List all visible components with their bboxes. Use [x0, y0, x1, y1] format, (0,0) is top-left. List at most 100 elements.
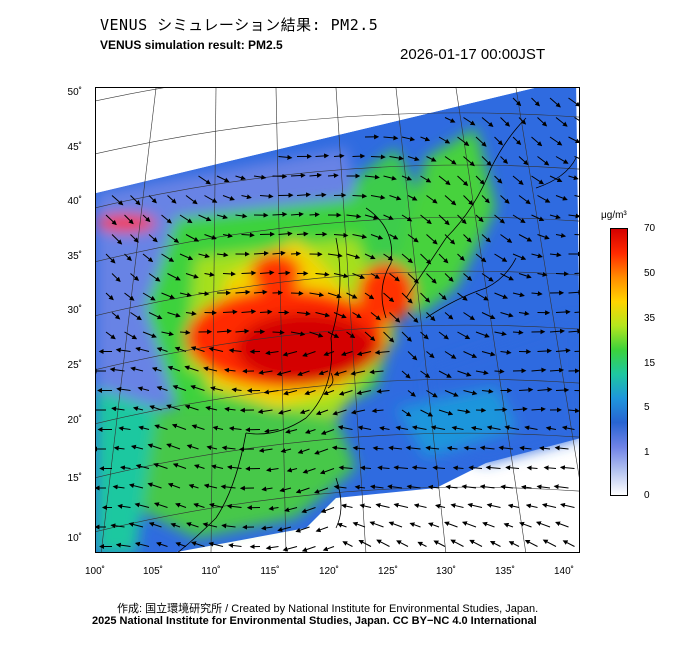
wind-arrow: [370, 484, 384, 490]
wind-arrow: [407, 195, 418, 201]
wind-arrow: [519, 445, 532, 451]
wind-arrow: [185, 195, 198, 205]
wind-arrow: [457, 136, 470, 147]
wind-arrow: [279, 487, 292, 493]
wind-arrow: [277, 526, 292, 532]
wind-arrow: [555, 348, 571, 354]
wind-arrow: [537, 271, 548, 277]
wind-arrow: [135, 346, 150, 352]
wind-arrow: [134, 502, 150, 508]
wind-arrow: [142, 292, 156, 301]
wind-arrow: [531, 406, 546, 412]
wind-arrow: [475, 331, 490, 338]
wind-arrow: [519, 521, 532, 528]
wind-arrow: [475, 253, 487, 263]
colorbar-tick-70: 70: [644, 223, 656, 234]
wind-arrow: [241, 270, 257, 276]
wind-arrow: [352, 273, 366, 279]
wind-arrow: [426, 156, 437, 162]
wind-arrow: [401, 292, 413, 304]
wind-arrow: [358, 540, 372, 547]
wind-arrow: [299, 409, 310, 415]
wind-arrow: [463, 117, 476, 126]
wind-arrow: [360, 465, 372, 471]
wind-arrow: [450, 503, 464, 509]
wind-arrow: [518, 273, 532, 279]
wind-arrow: [128, 522, 144, 528]
wind-arrow: [407, 351, 418, 361]
wind-arrow: [278, 154, 293, 160]
wind-arrow: [220, 484, 236, 490]
wind-arrow: [512, 175, 524, 185]
wind-arrow: [115, 347, 131, 353]
wind-arrow: [156, 347, 168, 352]
wind-arrow: [555, 309, 571, 315]
wind-arrow: [179, 329, 191, 335]
title-japanese: VENUS シミュレーション結果: PM2.5: [100, 16, 379, 34]
wind-arrow: [304, 390, 316, 396]
wind-arrow: [531, 214, 545, 222]
wind-arrow: [457, 408, 471, 414]
wind-arrow: [109, 367, 125, 373]
wind-arrow: [401, 409, 412, 417]
wind-arrow: [485, 465, 501, 471]
wind-arrow: [518, 234, 533, 242]
wind-arrow: [561, 425, 575, 431]
wind-arrow: [142, 253, 154, 263]
wind-arrow: [512, 136, 522, 145]
wind-arrow: [172, 463, 187, 469]
wind-arrow: [111, 406, 125, 412]
wind-arrow: [377, 465, 390, 471]
wind-arrow: [500, 195, 510, 204]
wind-arrow: [500, 312, 514, 318]
wind-arrow: [356, 390, 372, 396]
wind-arrow: [420, 370, 431, 378]
wind-arrow: [124, 214, 134, 225]
wind-arrow: [272, 211, 288, 217]
wind-arrow: [451, 425, 464, 431]
wind-arrow: [435, 503, 446, 509]
wind-arrow: [524, 539, 538, 547]
wind-arrow: [512, 329, 524, 335]
wind-arrow: [500, 156, 509, 164]
wind-arrow: [205, 405, 218, 411]
wind-arrow: [468, 465, 483, 471]
wind-arrow: [426, 195, 438, 204]
wind-arrow: [185, 234, 200, 242]
wind-arrow: [463, 445, 477, 451]
wind-arrow: [315, 192, 327, 198]
wind-arrow: [301, 507, 316, 514]
wind-arrow: [463, 312, 476, 321]
wind-arrow: [235, 175, 246, 181]
wind-arrow: [198, 175, 211, 185]
wind-arrow: [500, 349, 512, 355]
wind-arrow: [389, 155, 404, 161]
wind-arrow: [469, 539, 483, 547]
wind-arrow: [156, 541, 168, 547]
lat-label-30: 30˚: [67, 305, 82, 316]
wind-arrow: [111, 234, 123, 245]
lat-label-40: 40˚: [67, 196, 82, 207]
wind-arrow: [185, 310, 197, 316]
wind-arrow: [494, 368, 505, 374]
wind-arrow: [463, 390, 478, 396]
wind-arrow: [352, 193, 368, 199]
wind-arrow: [504, 425, 520, 431]
wind-arrow: [389, 312, 401, 323]
lon-label-120: 120˚: [318, 566, 339, 577]
wind-arrow: [463, 195, 474, 206]
wind-arrow: [327, 252, 343, 258]
wind-arrow: [259, 193, 274, 199]
wind-arrow: [452, 465, 464, 471]
wind-arrow: [161, 253, 175, 262]
wind-arrow: [170, 522, 181, 528]
wind-arrow: [481, 312, 496, 320]
wind-arrow: [512, 97, 522, 107]
wind-arrow: [574, 195, 579, 197]
wind-arrow: [105, 292, 114, 301]
wind-arrow: [369, 369, 384, 375]
wind-arrow: [475, 292, 489, 301]
wind-arrow: [337, 425, 353, 431]
wind-arrow: [463, 273, 473, 281]
wind-arrow: [130, 444, 144, 450]
